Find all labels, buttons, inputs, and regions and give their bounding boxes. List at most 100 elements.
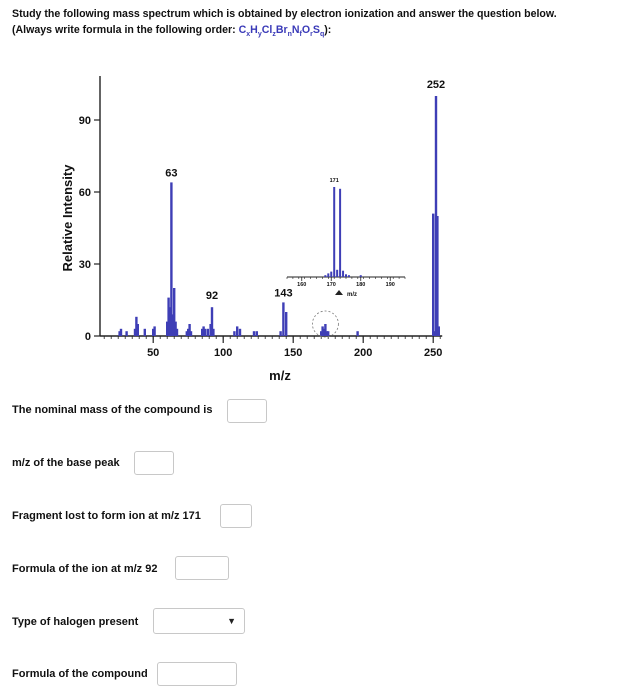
formula-order: CxHyClzBrnNfOrSq bbox=[238, 24, 325, 39]
instructions-prefix: (Always write formula in the following o… bbox=[12, 24, 239, 36]
peak-bar bbox=[171, 314, 174, 336]
peak-bar bbox=[185, 331, 188, 336]
inset-peak-bar bbox=[327, 273, 330, 277]
instructions: Study the following mass spectrum which … bbox=[12, 6, 612, 43]
peak-bar bbox=[166, 321, 169, 336]
ion-formula-92-input[interactable] bbox=[175, 556, 229, 580]
fragment-lost-input[interactable] bbox=[220, 504, 252, 528]
inset-peak-bar bbox=[336, 269, 339, 277]
question-halogen-type: Type of halogen present bbox=[12, 616, 139, 628]
peak-bar bbox=[133, 328, 137, 336]
x-tick-label: 250 bbox=[424, 347, 442, 359]
peak-bar bbox=[143, 328, 146, 336]
peak-bar bbox=[212, 328, 215, 336]
peak-bar bbox=[175, 328, 179, 336]
halogen-type-dropdown[interactable]: ▼ bbox=[153, 608, 245, 634]
peak-bar bbox=[174, 321, 177, 336]
peak-bar bbox=[203, 328, 207, 336]
y-tick-label: 90 bbox=[79, 115, 91, 127]
inset-peak-bar bbox=[333, 187, 336, 277]
base-peak-input[interactable] bbox=[134, 451, 174, 475]
peak-bar bbox=[170, 182, 173, 336]
peak-bar bbox=[125, 331, 128, 336]
peak-bar bbox=[136, 324, 139, 336]
peak-bar bbox=[233, 331, 236, 336]
x-tick-label: 150 bbox=[284, 347, 302, 359]
peak-bar bbox=[279, 331, 282, 336]
peak-bar bbox=[320, 331, 323, 336]
y-tick-label: 60 bbox=[79, 187, 91, 199]
nominal-mass-input[interactable] bbox=[227, 399, 267, 423]
peak-bar bbox=[321, 326, 324, 336]
peak-bar bbox=[432, 213, 435, 336]
y-tick-label: 30 bbox=[79, 259, 91, 271]
peak-bar bbox=[238, 328, 242, 336]
x-axis-title: m/z bbox=[269, 368, 291, 383]
x-tick-label: 100 bbox=[214, 347, 232, 359]
y-tick-label: 0 bbox=[85, 331, 91, 343]
peak-bar bbox=[433, 331, 436, 336]
y-axis-title: Relative Intensity bbox=[60, 164, 75, 272]
peak-label: 143 bbox=[274, 287, 292, 299]
peak-bar bbox=[202, 326, 205, 336]
peak-bar bbox=[252, 331, 256, 336]
peak-bar bbox=[324, 324, 327, 336]
inset-chart: 160 170 180 190 171 m/z bbox=[286, 178, 406, 298]
peak-bar bbox=[210, 307, 214, 336]
inset-x-axis-title: m/z bbox=[347, 292, 357, 298]
peak-bar bbox=[189, 331, 193, 336]
peak-bar bbox=[255, 331, 258, 336]
peak-label: 63 bbox=[165, 167, 177, 179]
compound-formula-input[interactable] bbox=[157, 662, 237, 686]
peak-bar bbox=[437, 326, 440, 336]
peak-bar bbox=[285, 312, 288, 336]
peak-bar bbox=[118, 331, 121, 336]
peak-bar bbox=[173, 288, 176, 336]
inset-x-tick-label: 160 bbox=[297, 282, 306, 288]
inset-peak-bar bbox=[339, 188, 342, 277]
peak-bar bbox=[187, 328, 190, 336]
inset-peak-bar bbox=[342, 270, 345, 277]
peak-bar bbox=[119, 328, 123, 336]
mass-spectrum-chart: 50 100 150 200 250 0 30 60 90 m/z Relative Intensi… bbox=[60, 76, 445, 383]
inset-peak-bar bbox=[359, 275, 362, 277]
peak-bar bbox=[236, 326, 239, 336]
peak-bar bbox=[167, 297, 170, 336]
peak-bar bbox=[282, 302, 285, 336]
instructions-suffix: ): bbox=[324, 24, 332, 36]
peak-bar bbox=[327, 331, 330, 336]
inset-arrow-icon bbox=[335, 290, 343, 295]
question-fragment-lost: Fragment lost to form ion at m/z 171 bbox=[12, 510, 201, 522]
inset-x-tick-label: 170 bbox=[327, 282, 336, 288]
peak-bar bbox=[434, 96, 438, 336]
peak-bar bbox=[436, 216, 439, 336]
peak-bar bbox=[209, 324, 212, 336]
peak-label: 252 bbox=[427, 79, 445, 91]
peak-bar bbox=[206, 328, 209, 336]
peak-bar bbox=[322, 328, 326, 336]
peak-bar bbox=[153, 326, 156, 336]
inset-peak-label: 171 bbox=[330, 178, 339, 184]
dropdown-caret-icon: ▼ bbox=[227, 616, 236, 626]
peak-label: 92 bbox=[206, 290, 218, 302]
question-nominal-mass: The nominal mass of the compound is bbox=[12, 404, 213, 416]
peak-bar bbox=[168, 307, 172, 336]
x-tick-label: 200 bbox=[354, 347, 372, 359]
peak-bar bbox=[152, 328, 155, 336]
x-tick-label: 50 bbox=[147, 347, 159, 359]
zoom-region-marker bbox=[311, 310, 339, 338]
question-ion-formula-92: Formula of the ion at m/z 92 bbox=[12, 563, 158, 575]
peak-bar bbox=[325, 331, 328, 336]
inset-x-tick-label: 190 bbox=[386, 282, 395, 288]
peak-bar bbox=[201, 328, 204, 336]
inset-peak-bar bbox=[330, 271, 333, 277]
peak-bar bbox=[135, 316, 138, 336]
peak-bar bbox=[188, 324, 191, 336]
peak-bar bbox=[356, 331, 359, 336]
instructions-line2: (Always write formula in the following o… bbox=[12, 22, 612, 43]
instructions-line1: Study the following mass spectrum which … bbox=[12, 8, 557, 20]
inset-peak-bar bbox=[324, 275, 327, 277]
question-compound-formula: Formula of the compound bbox=[12, 668, 148, 680]
inset-x-tick-label: 180 bbox=[356, 282, 365, 288]
inset-peak-bar bbox=[347, 275, 350, 277]
